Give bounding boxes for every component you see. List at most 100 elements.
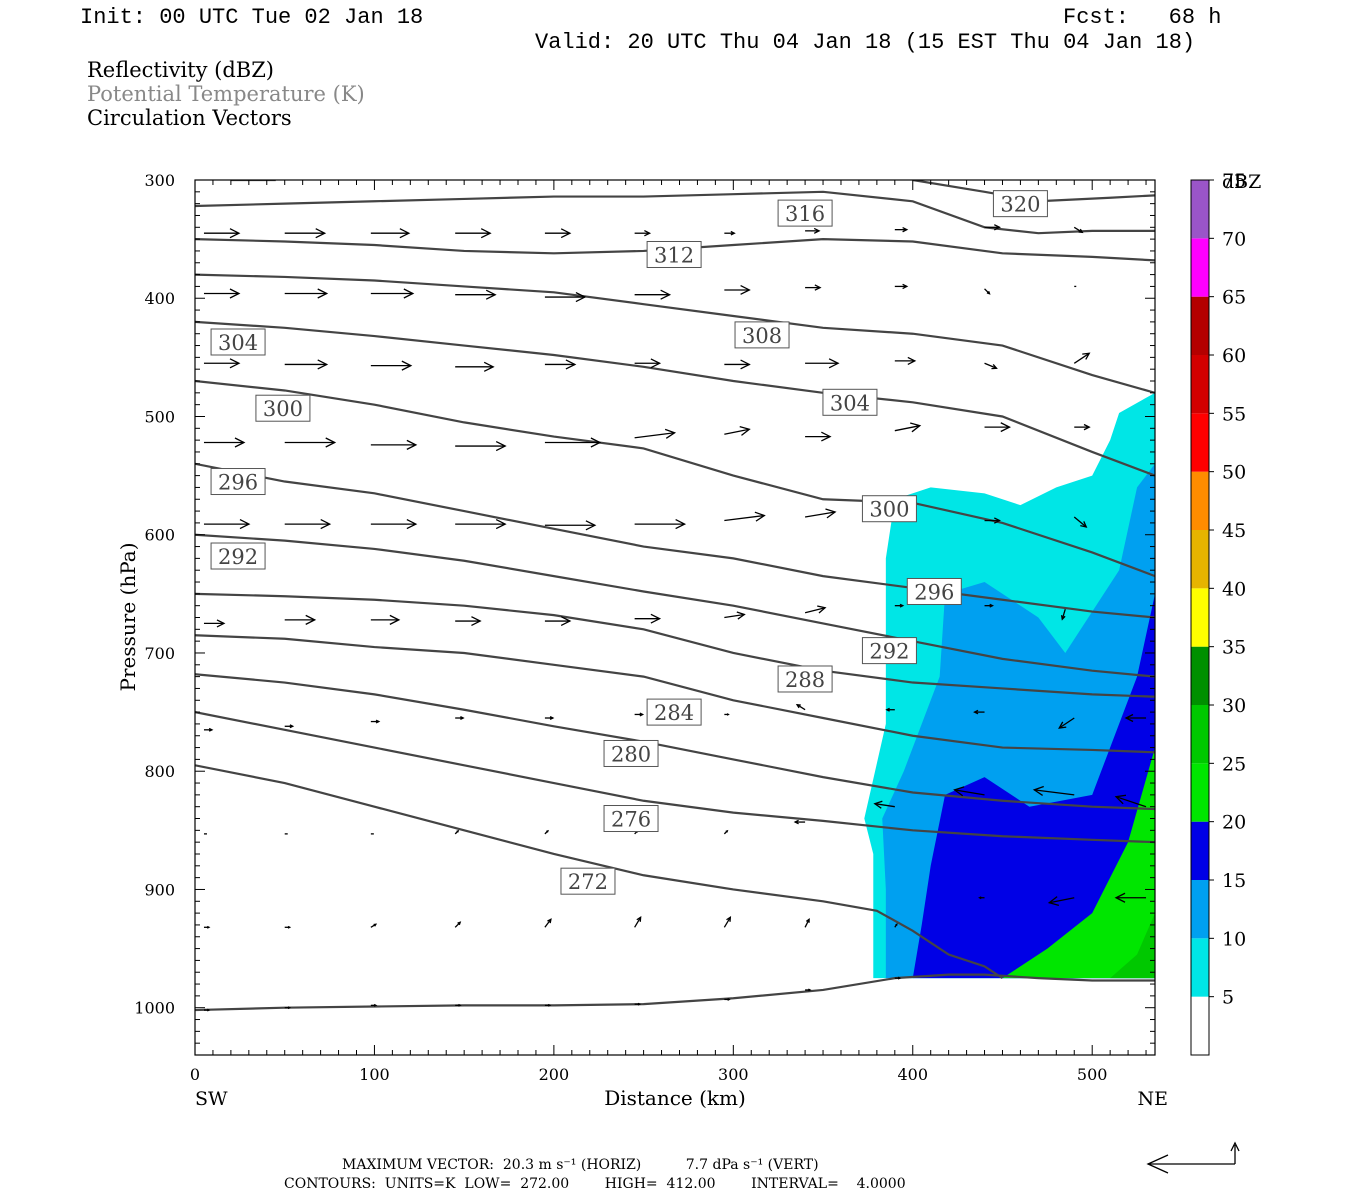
colorbar-swatch xyxy=(1191,821,1209,880)
svg-text:280: 280 xyxy=(611,742,651,766)
contour-label: 316 xyxy=(777,199,833,227)
vector-arrow xyxy=(1032,785,1075,796)
colorbar-label: 65 xyxy=(1222,287,1246,309)
vector-arrow xyxy=(805,431,832,442)
vector-arrow xyxy=(805,988,812,992)
contour-label: 300 xyxy=(861,495,917,523)
vector-arrow xyxy=(1060,609,1066,621)
reflectivity-region-20 xyxy=(1002,747,1155,979)
y-tick-label: 300 xyxy=(144,171,175,190)
contour-label: 312 xyxy=(646,240,702,268)
vector-arrow xyxy=(284,288,329,299)
x-tick-label: 200 xyxy=(539,1065,570,1084)
colorbar-unit: dBZ xyxy=(1222,171,1261,193)
svg-text:288: 288 xyxy=(785,668,825,692)
vector-arrow xyxy=(804,605,827,614)
y-tick-label: 400 xyxy=(144,289,175,308)
theta-contour-276 xyxy=(195,711,1155,844)
svg-text:284: 284 xyxy=(654,701,694,725)
vector-arrow xyxy=(724,611,746,620)
vector-arrow xyxy=(370,360,413,371)
ref-vertical-arrowhead xyxy=(1230,1141,1240,1152)
colorbar-label: 10 xyxy=(1222,928,1246,950)
vector-arrow xyxy=(795,703,806,711)
vector-arrow xyxy=(284,359,329,370)
vector-arrow xyxy=(203,358,241,369)
vector-arrow xyxy=(544,829,549,835)
vector-arrow xyxy=(203,288,241,299)
contour-label: 308 xyxy=(734,321,790,349)
vector-arrow xyxy=(984,288,991,295)
vector-arrow xyxy=(984,517,1001,524)
y-tick-label: 800 xyxy=(144,762,175,781)
colorbar-label: 75 xyxy=(1222,170,1246,192)
vector-arrow xyxy=(203,1008,211,1012)
theta-contour-284 xyxy=(195,634,1155,754)
vector-arrow xyxy=(203,228,241,239)
colorbar-swatch xyxy=(1191,763,1209,822)
vector-arrow xyxy=(1073,226,1084,234)
vector-arrow xyxy=(894,976,902,980)
theta-contour-316 xyxy=(195,190,1155,235)
vector-arrow xyxy=(544,291,587,303)
vector-arrow xyxy=(634,230,652,237)
vector-arrow xyxy=(894,923,898,928)
vector-arrow xyxy=(804,508,837,519)
theta-contour-304 xyxy=(195,320,1155,477)
svg-text:300: 300 xyxy=(263,397,303,421)
vector-arrow xyxy=(804,917,810,928)
vector-arrow xyxy=(805,227,821,234)
svg-text:320: 320 xyxy=(1000,193,1040,217)
vector-arrow xyxy=(634,519,687,530)
init-time: Init: 00 UTC Tue 02 Jan 18 xyxy=(80,5,424,30)
vector-arrow xyxy=(544,716,555,720)
colorbar-swatch xyxy=(1191,996,1209,1055)
vector-arrow xyxy=(885,707,895,712)
svg-text:272: 272 xyxy=(568,870,608,894)
vector-arrow xyxy=(284,925,292,929)
x-tick-label: 100 xyxy=(359,1065,390,1084)
x-end-label-left: SW xyxy=(195,1088,228,1110)
x-tick-label: 300 xyxy=(718,1065,749,1084)
vector-arrow xyxy=(544,359,577,370)
contour-label: 304 xyxy=(210,328,266,356)
vector-arrow xyxy=(984,224,1001,231)
colorbar-label: 5 xyxy=(1222,987,1234,1009)
vector-arrow xyxy=(544,437,602,448)
y-tick-label: 600 xyxy=(144,526,175,545)
vector-arrow xyxy=(634,1002,642,1006)
field-circulation-vectors: Circulation Vectors xyxy=(87,106,292,130)
vector-arrow xyxy=(634,613,662,624)
vector-arrow xyxy=(1058,717,1075,729)
vector-arrow xyxy=(370,923,378,928)
forecast-hour: Fcst: 68 h xyxy=(1063,5,1222,30)
colorbar-swatch xyxy=(1191,238,1209,297)
svg-text:296: 296 xyxy=(914,580,954,604)
vector-arrow xyxy=(984,422,1011,433)
x-end-label-right: NE xyxy=(1138,1088,1169,1110)
vector-arrow xyxy=(723,916,732,928)
svg-text:312: 312 xyxy=(654,243,694,267)
vector-arrow xyxy=(284,519,332,530)
vector-arrow xyxy=(894,226,909,233)
theta-contour-288 xyxy=(195,592,1155,698)
vector-arrow xyxy=(984,603,994,608)
theta-contour-surface xyxy=(195,973,1155,1012)
y-tick-label: 900 xyxy=(144,880,175,899)
colorbar-label: 40 xyxy=(1222,578,1246,600)
colorbar-label: 30 xyxy=(1222,695,1246,717)
contour-label: 284 xyxy=(646,698,702,726)
vector-arrow xyxy=(634,916,642,928)
vector-arrow xyxy=(984,362,998,370)
vector-arrow xyxy=(455,361,495,372)
contour-label: 292 xyxy=(861,637,917,665)
colorbar-label: 60 xyxy=(1222,345,1246,367)
vector-arrow xyxy=(203,437,246,448)
colorbar-label: 45 xyxy=(1222,520,1246,542)
vector-arrow xyxy=(284,724,295,729)
vector-arrow xyxy=(370,614,401,625)
theta-contour-292 xyxy=(195,533,1155,678)
vector-arrow xyxy=(370,719,381,724)
